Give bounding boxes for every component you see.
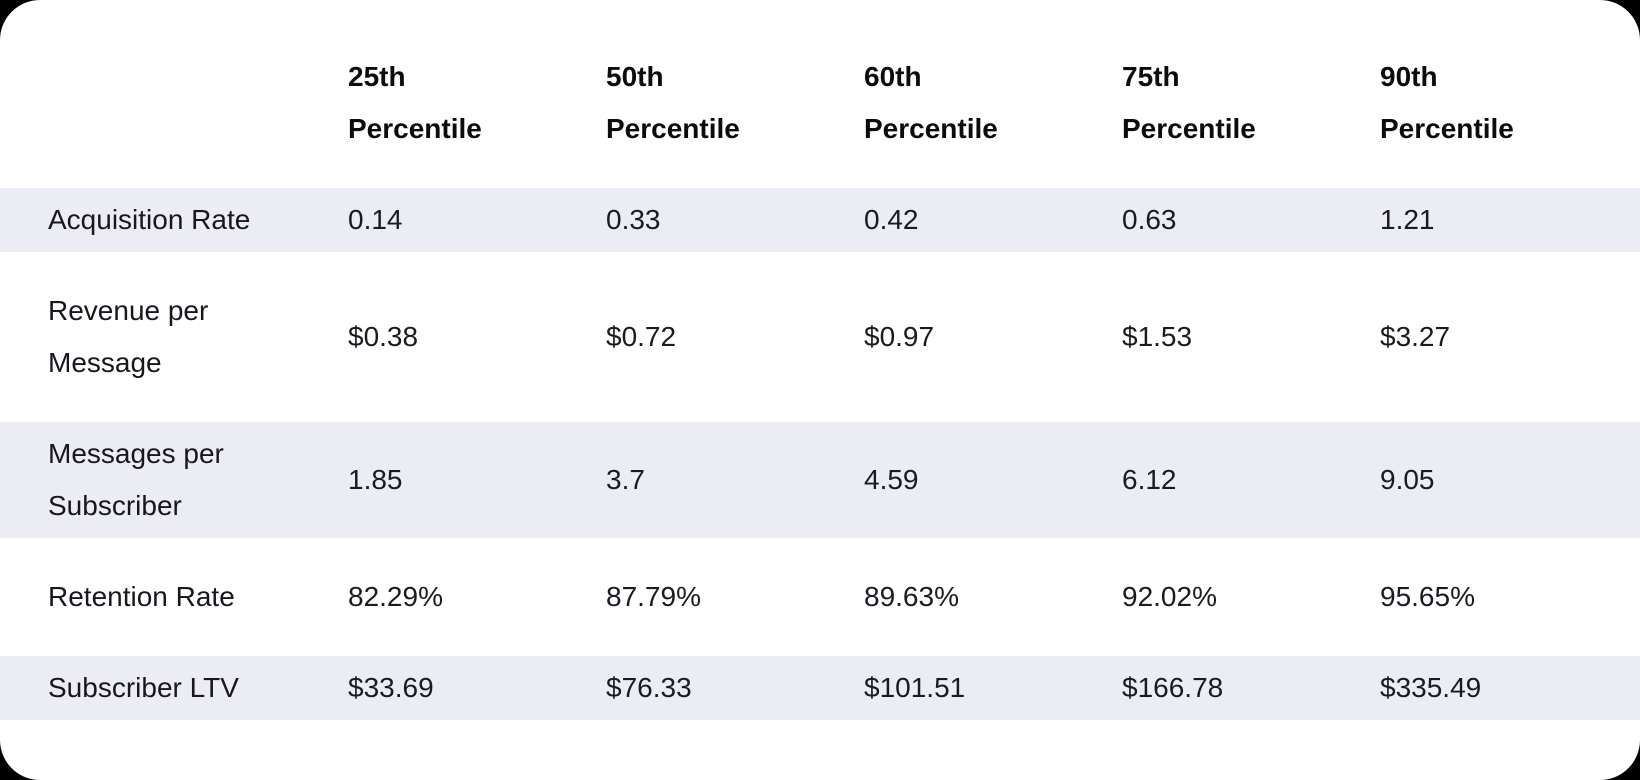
metric-label: Retention Rate <box>48 581 235 612</box>
metric-label-cell: Messages per Subscriber <box>0 422 348 538</box>
table-row-acquisition-rate: Acquisition Rate 0.14 0.33 0.42 0.63 1.2… <box>0 188 1640 252</box>
metric-label-cell: Subscriber LTV <box>0 656 348 720</box>
header-label: 60th Percentile <box>864 61 998 144</box>
table-row-retention-rate: Retention Rate 82.29% 87.79% 89.63% 92.0… <box>0 565 1640 629</box>
value-cell: 1.21 <box>1380 188 1640 252</box>
value-cell: $166.78 <box>1122 656 1380 720</box>
metric-label-cell: Acquisition Rate <box>0 188 348 252</box>
value-cell: 4.59 <box>864 422 1122 538</box>
metric-label: Revenue per Message <box>48 295 209 378</box>
header-cell-90th-percentile: 90th Percentile <box>1380 45 1640 161</box>
header-label: 75th Percentile <box>1122 61 1256 144</box>
metric-value: $3.27 <box>1380 321 1451 352</box>
metric-label: Messages per Subscriber <box>48 438 224 521</box>
metric-value: 0.33 <box>606 204 661 235</box>
header-cell-75th-percentile: 75th Percentile <box>1122 45 1380 161</box>
value-cell: 89.63% <box>864 565 1122 629</box>
metric-value: $76.33 <box>606 672 692 703</box>
header-cell-25th-percentile: 25th Percentile <box>348 45 606 161</box>
header-label: 90th Percentile <box>1380 61 1514 144</box>
table-row-revenue-per-message: Revenue per Message $0.38 $0.72 $0.97 $1… <box>0 279 1640 395</box>
metric-value: 3.7 <box>606 464 645 495</box>
value-cell: 0.42 <box>864 188 1122 252</box>
metric-value: 89.63% <box>864 581 959 612</box>
metric-value: 0.42 <box>864 204 919 235</box>
metric-value: 87.79% <box>606 581 701 612</box>
value-cell: $3.27 <box>1380 279 1640 395</box>
value-cell: $0.72 <box>606 279 864 395</box>
metric-value: $0.97 <box>864 321 935 352</box>
metric-label: Subscriber LTV <box>48 672 239 703</box>
value-cell: 92.02% <box>1122 565 1380 629</box>
metric-value: 9.05 <box>1380 464 1435 495</box>
metric-value: $166.78 <box>1122 672 1224 703</box>
header-label: 25th Percentile <box>348 61 482 144</box>
metric-value: 6.12 <box>1122 464 1177 495</box>
metric-value: 0.63 <box>1122 204 1177 235</box>
table-row-messages-per-subscriber: Messages per Subscriber 1.85 3.7 4.59 6.… <box>0 422 1640 538</box>
value-cell: 6.12 <box>1122 422 1380 538</box>
value-cell: 87.79% <box>606 565 864 629</box>
value-cell: 9.05 <box>1380 422 1640 538</box>
value-cell: $1.53 <box>1122 279 1380 395</box>
metric-label-cell: Retention Rate <box>0 565 348 629</box>
header-label: 50th Percentile <box>606 61 740 144</box>
metric-value: $33.69 <box>348 672 434 703</box>
header-cell-50th-percentile: 50th Percentile <box>606 45 864 161</box>
value-cell: $0.97 <box>864 279 1122 395</box>
percentile-metrics-table: 25th Percentile 50th Percentile 60th Per… <box>0 18 1640 747</box>
value-cell: 3.7 <box>606 422 864 538</box>
metric-value: 92.02% <box>1122 581 1217 612</box>
header-cell-empty <box>0 45 348 161</box>
metric-value: $0.72 <box>606 321 677 352</box>
metric-value: $335.49 <box>1380 672 1482 703</box>
metric-value: $1.53 <box>1122 321 1193 352</box>
value-cell: $335.49 <box>1380 656 1640 720</box>
value-cell: 1.85 <box>348 422 606 538</box>
value-cell: 0.14 <box>348 188 606 252</box>
metric-label: Acquisition Rate <box>48 204 251 235</box>
metric-value: 82.29% <box>348 581 443 612</box>
value-cell: 0.63 <box>1122 188 1380 252</box>
metric-label-cell: Revenue per Message <box>0 279 348 395</box>
metric-value: 95.65% <box>1380 581 1475 612</box>
value-cell: $76.33 <box>606 656 864 720</box>
table-row-subscriber-ltv: Subscriber LTV $33.69 $76.33 $101.51 $16… <box>0 656 1640 720</box>
value-cell: $101.51 <box>864 656 1122 720</box>
metric-value: 4.59 <box>864 464 919 495</box>
metric-value: 1.21 <box>1380 204 1435 235</box>
value-cell: 95.65% <box>1380 565 1640 629</box>
value-cell: $0.38 <box>348 279 606 395</box>
value-cell: 82.29% <box>348 565 606 629</box>
value-cell: $33.69 <box>348 656 606 720</box>
value-cell: 0.33 <box>606 188 864 252</box>
table-header: 25th Percentile 50th Percentile 60th Per… <box>0 45 1640 161</box>
metric-value: 1.85 <box>348 464 403 495</box>
table-body: Acquisition Rate 0.14 0.33 0.42 0.63 1.2… <box>0 188 1640 720</box>
header-cell-60th-percentile: 60th Percentile <box>864 45 1122 161</box>
metric-value: 0.14 <box>348 204 403 235</box>
metric-value: $0.38 <box>348 321 419 352</box>
metric-value: $101.51 <box>864 672 966 703</box>
header-row: 25th Percentile 50th Percentile 60th Per… <box>0 45 1640 161</box>
